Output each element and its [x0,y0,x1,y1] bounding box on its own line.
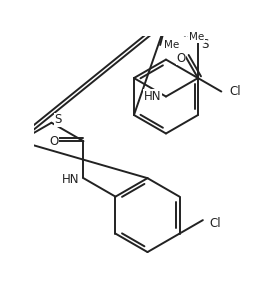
Text: S: S [201,38,209,51]
Text: Me: Me [164,40,179,50]
Text: O: O [176,52,186,65]
Text: O: O [50,135,59,148]
Text: HN: HN [62,173,80,186]
Text: S: S [54,113,62,126]
Text: Cl: Cl [209,217,221,230]
Text: HN: HN [144,90,161,103]
Text: Cl: Cl [229,85,241,98]
Text: Me: Me [189,32,204,42]
